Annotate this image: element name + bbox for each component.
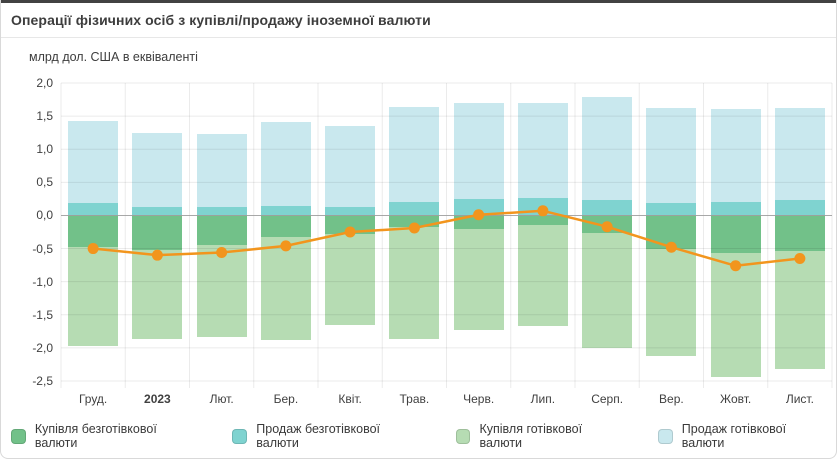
y-axis-tick-label: 2,0 [36,76,53,90]
bar-segment-3-5[interactable] [389,106,440,202]
bar-segment-3-9[interactable] [646,108,697,203]
legend: Купівля безготівкової валюти Продаж безго… [11,422,830,450]
legend-swatch-icon [455,428,471,444]
bar-segment-0-4[interactable] [325,215,376,234]
x-axis-label: Серп. [591,392,624,406]
title-bar: Операції фізичних осіб з купівлі/продажу… [1,3,836,38]
bar-segment-0-11[interactable] [774,215,825,252]
y-axis-tick-label: -2,0 [32,340,53,355]
legend-label: Купівля безготівкової валюти [34,422,157,450]
legend-item-0[interactable]: Купівля безготівкової валюти [11,422,200,450]
bar-segment-0-9[interactable] [646,215,697,249]
y-axis-unit-label: млрд дол. США в еквіваленті [29,50,198,64]
y-axis-tick-label: 1,5 [36,109,53,124]
bar-segment-2-7[interactable] [517,224,568,327]
bar-segment-1-6[interactable] [453,198,504,216]
x-axis-label: Жовт. [720,392,752,406]
bar-segment-2-9[interactable] [646,248,697,356]
bar-segment-1-8[interactable] [582,200,633,216]
bar-segment-3-11[interactable] [774,107,825,201]
x-axis-label: 2023 [144,392,171,406]
y-axis: 2,0 1,5 1,0 0,5 0,0 -0,5 -1,0 -1,5 -2,0 -2,5 [1,76,53,388]
legend-swatch-icon [11,428,26,444]
x-axis: Груд. 2023 Лют. Бер. Квіт. Трав. Черв. Лип. Серп… [61,392,832,410]
bar-segment-0-3[interactable] [260,215,311,237]
bar-segment-1-11[interactable] [774,200,825,216]
bar-segment-2-4[interactable] [325,233,376,326]
bar-segment-1-3[interactable] [260,205,311,216]
bar-segment-1-9[interactable] [646,202,697,216]
bar-segment-3-8[interactable] [582,96,633,201]
bar-segment-2-11[interactable] [774,251,825,370]
bar-segment-3-0[interactable] [68,120,119,203]
legend-item-2[interactable]: Купівля готівкової валюти [455,422,626,450]
legend-swatch-icon [232,428,248,444]
top-accent-line [1,0,836,3]
bar-segment-1-5[interactable] [389,201,440,216]
bar-segment-0-8[interactable] [582,215,633,234]
x-axis-label: Бер. [273,392,299,406]
bar-segment-3-4[interactable] [325,126,376,208]
bar-segment-2-3[interactable] [260,236,311,340]
bars-layer [61,83,832,381]
legend-swatch-icon [657,428,673,444]
plot-area [60,82,833,388]
bar-segment-0-0[interactable] [68,215,119,247]
bar-segment-0-1[interactable] [132,215,183,250]
y-axis-tick-label: -0,5 [32,241,53,256]
x-axis-label: Груд. [78,392,108,406]
x-axis-label: Черв. [463,392,495,406]
bar-segment-1-7[interactable] [517,198,568,216]
bar-segment-1-1[interactable] [132,207,183,216]
bar-segment-3-1[interactable] [132,132,183,208]
legend-label: Продаж безготівкової валюти [256,422,381,450]
bar-segment-1-10[interactable] [710,201,761,216]
bar-segment-2-0[interactable] [68,246,119,346]
bar-segment-0-7[interactable] [517,215,568,225]
chart-title: Операції фізичних осіб з купівлі/продажу… [11,12,431,28]
bar-segment-0-5[interactable] [389,215,440,227]
x-axis-label: Лист. [785,392,814,406]
bar-segment-2-10[interactable] [710,253,761,378]
bar-segment-3-2[interactable] [196,133,247,207]
bar-segment-0-2[interactable] [196,215,247,246]
bar-segment-3-3[interactable] [260,122,311,206]
bar-segment-0-10[interactable] [710,215,761,254]
y-axis-tick-label: -1,0 [32,274,53,289]
x-axis-label: Лют. [209,392,234,406]
x-axis-label: Вер. [659,392,684,406]
bar-segment-2-6[interactable] [453,228,504,330]
y-axis-tick-label: 0,0 [36,208,53,223]
bar-segment-1-0[interactable] [68,202,119,216]
bar-segment-3-6[interactable] [453,102,504,199]
y-axis-tick-label: -1,5 [32,307,53,322]
y-axis-tick-label: 1,0 [36,142,53,157]
bar-segment-1-2[interactable] [196,206,247,216]
bar-segment-2-2[interactable] [196,245,247,337]
bar-segment-2-8[interactable] [582,233,633,348]
y-axis-tick-label: 0,5 [36,175,53,190]
x-axis-label: Трав. [399,392,430,406]
bar-segment-2-5[interactable] [389,226,440,339]
bar-segment-2-1[interactable] [132,249,183,340]
bar-segment-0-6[interactable] [453,215,504,229]
bar-segment-1-4[interactable] [325,207,376,216]
x-axis-label: Квіт. [338,392,362,406]
legend-item-1[interactable]: Продаж безготівкової валюти [232,422,423,450]
x-axis-label: Лип. [530,392,556,406]
legend-label: Купівля готівкової валюти [479,422,583,450]
bar-segment-3-10[interactable] [710,108,761,202]
legend-label: Продаж готівкової валюти [681,422,787,450]
bar-segment-3-7[interactable] [517,102,568,199]
y-axis-tick-label: -2,5 [32,374,53,388]
legend-item-3[interactable]: Продаж готівкової валюти [657,422,830,450]
